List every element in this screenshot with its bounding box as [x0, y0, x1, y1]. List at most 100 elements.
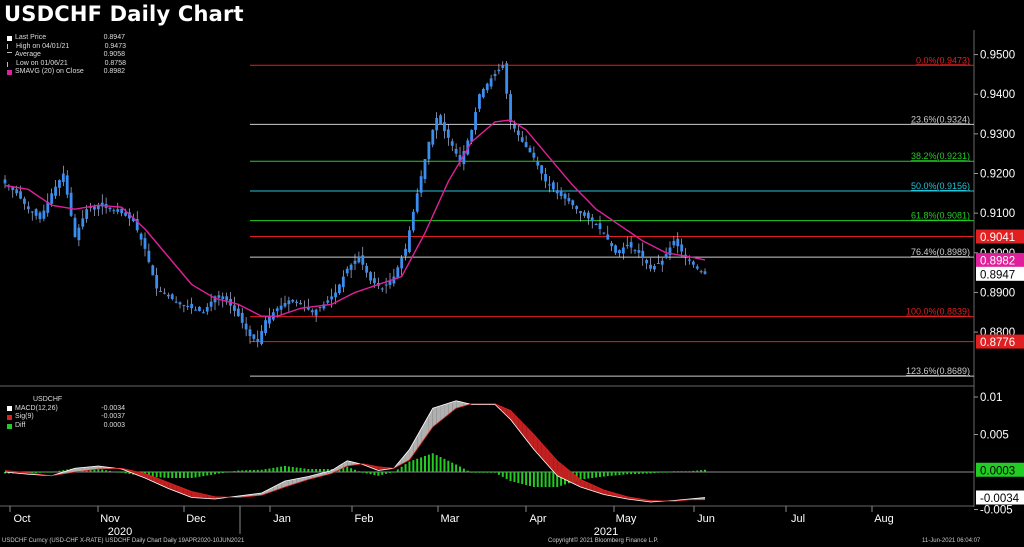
macd-band — [417, 428, 422, 449]
diff-bar — [105, 470, 108, 472]
macd-legend-row: MACD(12,26) -0.0034 — [7, 405, 125, 414]
price-tag: 0.8982 — [980, 255, 1015, 267]
diff-bar — [280, 466, 283, 472]
diff-bar — [400, 466, 403, 472]
diff-bar — [587, 472, 590, 479]
diff-bar — [599, 472, 601, 477]
candle-body — [532, 152, 536, 158]
candle-body — [65, 175, 69, 195]
candle-body — [334, 292, 337, 298]
diff-bar — [190, 472, 193, 478]
diff-bar — [346, 466, 349, 472]
diff-bar — [521, 472, 524, 484]
macd-band — [168, 482, 173, 490]
candle-body — [131, 217, 135, 222]
candle-body — [306, 306, 310, 310]
year-label: 2020 — [108, 526, 132, 538]
candle-body — [170, 294, 174, 300]
candle-body — [660, 260, 664, 265]
diff-bar — [501, 472, 504, 477]
macd-band — [191, 491, 196, 498]
candle-body — [629, 242, 633, 248]
diff-bar — [591, 472, 594, 478]
candle-body — [458, 155, 462, 162]
macd-band — [530, 430, 534, 450]
candle-body — [357, 256, 361, 263]
diff-bar — [377, 472, 380, 476]
diff-bar — [42, 472, 45, 473]
price-legend-swatch — [7, 61, 13, 67]
macd-band — [549, 452, 554, 472]
candle-body — [520, 137, 524, 142]
candle-body — [287, 300, 291, 305]
macd-band — [502, 407, 507, 416]
diff-bar — [404, 464, 407, 472]
diff-bar — [369, 472, 372, 475]
candle-body — [166, 294, 170, 297]
candle-body — [703, 271, 707, 274]
fib-label: 50.0%(0.9156) — [911, 181, 970, 191]
diff-bar — [194, 472, 197, 478]
candle-body — [349, 264, 353, 270]
candle-body — [23, 198, 26, 204]
level-tag-bg — [976, 334, 1024, 349]
diff-bar — [109, 470, 111, 472]
diff-bar — [665, 472, 668, 473]
month-label: Dec — [186, 513, 206, 525]
candle-body — [392, 276, 396, 284]
fib-label: 123.6%(0.8689) — [906, 366, 970, 376]
diff-bar — [252, 470, 255, 472]
month-label: Mar — [441, 513, 460, 525]
diff-bar — [151, 472, 154, 477]
level-tag: 0.9041 — [980, 232, 1015, 244]
candle-body — [664, 254, 668, 258]
candlesticks — [3, 61, 707, 348]
candle-body — [668, 247, 672, 256]
macd-legend-label: MACD(12,26) — [15, 404, 58, 412]
month-label: Aug — [874, 513, 894, 525]
candle-body — [260, 330, 264, 345]
candle-body — [485, 83, 489, 91]
candle-body — [388, 280, 392, 285]
candle-body — [268, 316, 271, 324]
month-label: Jun — [697, 513, 715, 525]
diff-bar — [97, 469, 100, 472]
macd-band — [82, 467, 87, 471]
diff-bar — [58, 470, 61, 472]
candle-body — [470, 129, 474, 142]
diff-bar — [622, 472, 625, 475]
diff-bar — [672, 471, 675, 472]
diff-bar — [342, 467, 345, 472]
candle-body — [625, 244, 629, 247]
candle-body — [583, 212, 586, 216]
macd-band — [94, 466, 99, 470]
price-legend: Last Price 0.8947 High on 04/01/21 0.9473 Av… — [7, 34, 126, 77]
candle-body — [201, 312, 205, 314]
macd-band — [405, 449, 410, 463]
candle-body — [139, 233, 143, 240]
macd-band — [592, 484, 597, 492]
macd-legend-swatch — [7, 414, 12, 420]
candle-body — [205, 306, 209, 312]
candle-body — [279, 305, 283, 310]
candle-body — [77, 227, 81, 241]
fib-label: 0.0%(0.9473) — [916, 55, 970, 65]
diff-bar — [319, 469, 321, 472]
candle-body — [645, 260, 649, 264]
candle-body — [240, 312, 244, 323]
diff-bar — [389, 472, 391, 473]
macd-tag-bg — [976, 490, 1024, 505]
candle-body — [73, 217, 77, 237]
candle-body — [318, 306, 322, 308]
fib-label: 61.8%(0.9081) — [911, 211, 970, 221]
candle-body — [291, 299, 295, 302]
diff-bar — [459, 466, 461, 472]
candle-body — [493, 74, 497, 77]
candle-body — [124, 212, 127, 216]
candle-body — [209, 301, 213, 307]
macd-panel — [4, 400, 706, 503]
macd-band — [428, 408, 433, 433]
macd-tag: -0.0034 — [980, 493, 1020, 505]
macd-band — [580, 479, 585, 489]
